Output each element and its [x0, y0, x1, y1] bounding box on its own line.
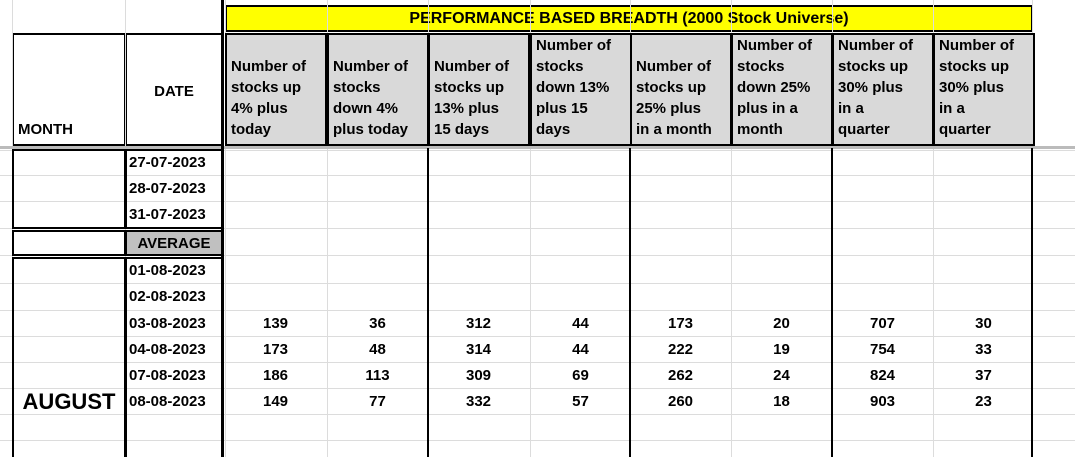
grid-line — [0, 201, 1075, 202]
grid-line — [0, 388, 1075, 389]
value-cell: 903 — [869, 392, 896, 410]
date-cell: 27-07-2023 — [129, 154, 206, 171]
column-header: Number of stocks up 30% plus in a quarte… — [832, 33, 934, 146]
date-cell: 08-08-2023 — [129, 392, 206, 410]
value-cell: 262 — [667, 366, 694, 384]
value-cell: 186 — [262, 366, 289, 384]
value-cell: 173 — [667, 314, 694, 332]
month-header: MONTH — [12, 33, 126, 146]
value-cell: 173 — [262, 340, 289, 358]
date-cell: 01-08-2023 — [129, 261, 206, 279]
month-cell: AUGUST — [12, 257, 126, 457]
grid-line — [0, 362, 1075, 363]
value-cell: 332 — [465, 392, 492, 410]
grid-line — [225, 0, 226, 457]
grid-line — [0, 336, 1075, 337]
grid-line — [0, 440, 1075, 441]
date-cell: 31-07-2023 — [129, 206, 206, 223]
value-cell: 824 — [869, 366, 896, 384]
grid-line — [0, 310, 1075, 311]
value-cell: 222 — [667, 340, 694, 358]
date-header: DATE — [125, 33, 223, 146]
value-cell: 77 — [369, 392, 386, 410]
divider — [831, 148, 833, 457]
value-cell: 69 — [572, 366, 589, 384]
value-cell: 36 — [369, 314, 386, 332]
date-cell: 02-08-2023 — [129, 288, 206, 305]
value-cell: 20 — [773, 314, 790, 332]
grid-line — [933, 0, 934, 457]
date-cell: 07-08-2023 — [129, 366, 206, 384]
month-cell — [12, 230, 126, 256]
divider — [1031, 148, 1033, 457]
month-cell — [12, 149, 126, 229]
date-block — [125, 257, 223, 457]
grid-line — [731, 0, 732, 457]
grid-line — [0, 228, 1075, 229]
column-header: Number of stocks up 30% plus in a quarte… — [933, 33, 1035, 146]
value-cell: 260 — [667, 392, 694, 410]
value-cell: 30 — [975, 314, 992, 332]
date-block — [125, 149, 223, 229]
value-cell: 149 — [262, 392, 289, 410]
grid-line — [530, 0, 531, 457]
grid-line — [0, 150, 1075, 151]
column-header: Number of stocks down 13% plus 15 days — [530, 33, 632, 146]
value-cell: 57 — [572, 392, 589, 410]
value-cell: 24 — [773, 366, 790, 384]
average-cell: AVERAGE — [125, 230, 223, 256]
date-cell: 28-07-2023 — [129, 179, 206, 197]
grid-line — [327, 0, 328, 457]
value-cell: 23 — [975, 392, 992, 410]
value-cell: 37 — [975, 366, 992, 384]
grid-line — [0, 283, 1075, 284]
column-header: Number of stocks up 25% plus in a month — [630, 33, 732, 146]
date-cell: 03-08-2023 — [129, 314, 206, 332]
divider — [629, 148, 631, 457]
value-cell: 113 — [365, 366, 390, 384]
value-cell: 314 — [465, 340, 492, 358]
value-cell: 312 — [465, 314, 492, 332]
value-cell: 44 — [572, 340, 589, 358]
value-cell: 139 — [262, 314, 289, 332]
value-cell: 33 — [975, 340, 992, 358]
value-cell: 707 — [869, 314, 896, 332]
column-header: Number of stocks up 13% plus 15 days — [428, 33, 530, 146]
value-cell: 754 — [869, 340, 896, 358]
value-cell: 19 — [773, 340, 790, 358]
value-cell: 309 — [465, 366, 492, 384]
value-cell: 18 — [773, 392, 790, 410]
table-title: PERFORMANCE BASED BREADTH (2000 Stock Un… — [225, 5, 1033, 32]
column-header: Number of stocks up 4% plus today — [225, 33, 327, 146]
column-header: Number of stocks down 4% plus today — [327, 33, 429, 146]
value-cell: 44 — [572, 314, 589, 332]
column-header: Number of stocks down 25% plus in a mont… — [731, 33, 833, 146]
grid-line — [0, 146, 1075, 149]
grid-line — [0, 414, 1075, 415]
value-cell: 48 — [369, 340, 386, 358]
date-cell: 04-08-2023 — [129, 340, 206, 358]
grid-line — [0, 175, 1075, 176]
divider — [427, 148, 429, 457]
grid-line — [0, 255, 1075, 256]
